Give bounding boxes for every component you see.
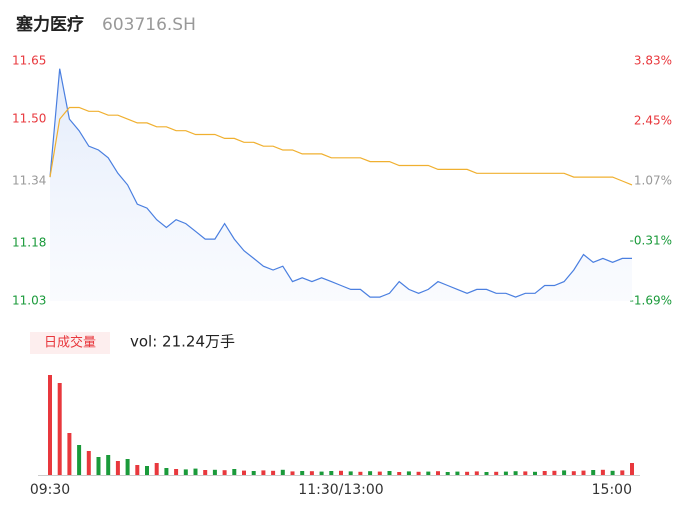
volume-label-box <box>30 332 110 354</box>
volume-bar <box>571 471 576 475</box>
volume-bar <box>106 455 111 475</box>
volume-bar <box>154 463 159 475</box>
volume-bar <box>406 471 411 475</box>
volume-bar <box>222 470 227 475</box>
volume-bar <box>57 383 62 475</box>
volume-bar <box>523 471 528 475</box>
volume-bar <box>465 471 470 475</box>
volume-bar <box>183 469 188 475</box>
volume-bar <box>552 470 557 475</box>
x-tick-label: 15:00 <box>592 482 632 498</box>
volume-bar <box>503 471 508 475</box>
volume-bar <box>271 470 276 475</box>
y-tick-label: 11.34 <box>12 174 46 188</box>
volume-bar <box>96 457 101 475</box>
volume-bar <box>232 469 237 475</box>
volume-bar <box>358 471 363 475</box>
y2-tick-label: 3.83% <box>634 54 672 68</box>
volume-bar <box>377 471 382 475</box>
volume-bar <box>348 471 353 475</box>
volume-bar <box>329 471 334 475</box>
volume-bar <box>426 471 431 475</box>
y-tick-label: 11.50 <box>12 112 46 126</box>
volume-bar <box>542 471 547 475</box>
volume-bar <box>494 471 499 475</box>
volume-bar <box>203 470 208 475</box>
volume-label: 日成交量 <box>44 335 96 351</box>
volume-bar <box>600 469 605 475</box>
volume-bar <box>174 469 179 475</box>
volume-bar <box>86 451 91 475</box>
volume-bar <box>164 468 169 475</box>
volume-bar <box>115 461 120 475</box>
y2-tick-label: 2.45% <box>634 114 672 128</box>
x-tick-label: 11:30/13:00 <box>298 482 383 498</box>
x-tick-label: 09:30 <box>30 482 70 498</box>
volume-bar <box>484 472 489 475</box>
price-area <box>50 68 632 301</box>
volume-bar <box>630 463 634 475</box>
volume-bar <box>474 471 479 475</box>
volume-bar <box>339 470 343 475</box>
volume-bar <box>193 468 198 475</box>
volume-bar <box>77 445 82 475</box>
volume-bar <box>455 471 460 475</box>
volume-bar <box>581 470 586 475</box>
stock-name: 塞力医疗 <box>16 14 84 35</box>
volume-bar <box>591 470 596 475</box>
volume-bar <box>135 465 140 475</box>
volume-bar <box>280 469 285 475</box>
volume-bar <box>48 375 52 475</box>
price-line <box>49 68 632 298</box>
volume-bar <box>513 471 518 475</box>
volume-total: vol: 21.24万手 <box>130 333 235 351</box>
volume-bar <box>397 472 402 475</box>
volume-bar <box>300 471 305 475</box>
volume-bar <box>261 470 266 475</box>
volume-bar <box>436 471 440 475</box>
volume-bar <box>610 470 615 475</box>
volume-bar <box>416 471 421 475</box>
average-line <box>49 106 633 186</box>
volume-bar <box>242 470 246 475</box>
y2-tick-label: -1.69% <box>630 294 672 308</box>
volume-bar <box>125 459 130 475</box>
y2-tick-label: -0.31% <box>630 234 672 248</box>
volume-bar <box>67 433 72 475</box>
volume-bar <box>368 471 373 475</box>
y-tick-label: 11.65 <box>12 54 46 68</box>
volume-bar <box>251 471 256 475</box>
volume-bar <box>387 471 392 475</box>
y-tick-label: 11.18 <box>12 235 46 249</box>
y-tick-label: 11.03 <box>12 294 46 308</box>
volume-bar <box>145 466 149 475</box>
volume-bar <box>212 469 217 475</box>
volume-bar <box>533 471 537 475</box>
volume-bar <box>620 470 625 475</box>
stock-code: 603716.SH <box>102 15 196 35</box>
volume-bar <box>309 471 314 475</box>
volume-bar <box>319 471 324 475</box>
volume-bar <box>290 471 295 475</box>
volume-bar <box>562 470 567 475</box>
y2-tick-label: 1.07% <box>634 174 672 188</box>
volume-bar <box>445 472 450 475</box>
